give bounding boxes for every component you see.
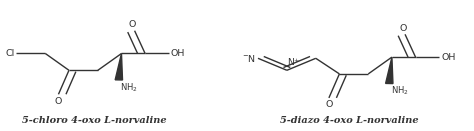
Text: N$^{+}$: N$^{+}$ bbox=[287, 56, 301, 68]
Polygon shape bbox=[386, 57, 393, 84]
Text: O: O bbox=[399, 24, 407, 33]
Text: OH: OH bbox=[171, 49, 185, 58]
Text: $^{-}$N: $^{-}$N bbox=[242, 53, 256, 64]
Text: NH$_2$: NH$_2$ bbox=[120, 81, 138, 94]
Text: 5-diazo 4-oxo L-norvaline: 5-diazo 4-oxo L-norvaline bbox=[280, 116, 418, 125]
Text: NH$_2$: NH$_2$ bbox=[391, 85, 409, 97]
Text: 5-chloro 4-oxo L-norvaline: 5-chloro 4-oxo L-norvaline bbox=[22, 116, 166, 125]
Text: O: O bbox=[129, 20, 136, 29]
Text: O: O bbox=[55, 97, 62, 106]
Text: Cl: Cl bbox=[5, 49, 14, 58]
Polygon shape bbox=[115, 53, 122, 80]
Text: OH: OH bbox=[441, 53, 456, 62]
Text: O: O bbox=[325, 100, 333, 109]
